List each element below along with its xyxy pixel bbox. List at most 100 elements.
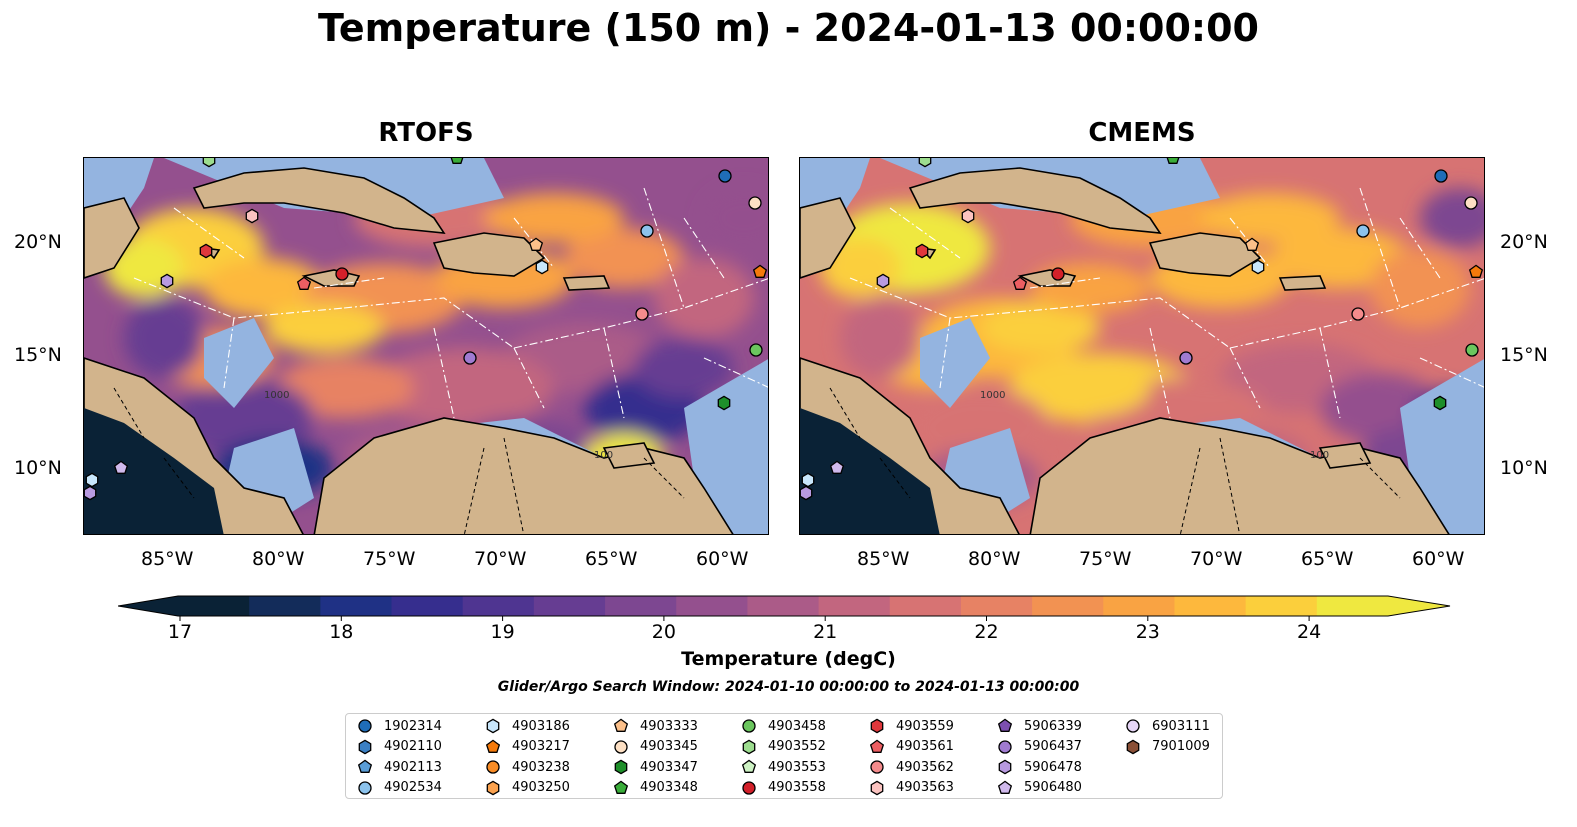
colorbar-tick-label: 17: [168, 621, 192, 643]
colorbar-bin: [391, 596, 464, 616]
legend-marker-4902534: [358, 780, 372, 795]
legend-marker-4903345: [614, 739, 628, 754]
legend-marker-6903111: [1126, 719, 1140, 733]
colorbar-bin: [249, 596, 321, 616]
colorbar-tick-label: 18: [329, 621, 353, 643]
legend-label: 4903559: [896, 718, 954, 734]
float-marker-4903186: [535, 259, 549, 275]
legend-item-4903559: 4903559: [868, 716, 954, 736]
legend-marker-4903562: [870, 760, 884, 774]
legend-label: 5906339: [1024, 718, 1082, 734]
colorbar-bin: [889, 596, 962, 616]
float-marker-4903562: [635, 307, 649, 321]
float-marker-5906480: [113, 460, 129, 474]
colorbar-tick-label: 23: [1136, 621, 1160, 643]
legend-item-5906480: 5906480: [996, 778, 1082, 798]
legend-item-5906478: 5906478: [996, 757, 1082, 777]
legend-marker-4903186: [486, 718, 500, 734]
legend-label: 4902534: [384, 780, 442, 795]
country-borders: [829, 387, 1401, 534]
legend-label: 4903217: [512, 739, 570, 754]
legend-item-4903345: 4903345: [612, 737, 698, 757]
legend-marker-4902110: [358, 739, 372, 754]
legend-label: 5906437: [1024, 739, 1082, 754]
search-window-caption: Glider/Argo Search Window: 2024-01-10 00…: [497, 679, 1080, 695]
float-marker-4903458: [749, 343, 763, 357]
float-marker-4903563: [961, 208, 975, 224]
legend-item-6903111: 6903111: [1124, 716, 1210, 736]
legend-item-4903458: 4903458: [740, 716, 826, 736]
legend-label: 4903552: [768, 739, 826, 754]
legend-item-4903561: 4903561: [868, 737, 954, 757]
legend-label: 4903250: [512, 780, 570, 795]
lat-label-10n: 10°N: [14, 457, 62, 479]
legend-item-4903562: 4903562: [868, 757, 954, 777]
lat-label-20n: 20°N: [14, 231, 62, 253]
float-marker-5906478: [84, 485, 97, 501]
legend-marker-4902113: [357, 759, 373, 773]
legend-label: 4902110: [384, 739, 442, 754]
contour-label-1000: 1000: [264, 390, 289, 401]
float-marker-4903562: [1351, 307, 1365, 321]
map-canvas: 1000 100: [800, 158, 1484, 534]
lat-label-15n-right: 15°N: [1500, 344, 1548, 366]
colorbar-bin: [1032, 596, 1104, 616]
legend-marker-5906478: [998, 759, 1012, 775]
lon-label-70w-2: 70°W: [1190, 548, 1243, 570]
legend-item-4903333: 4903333: [612, 716, 698, 736]
float-marker-4903333: [1244, 237, 1260, 251]
legend-marker-4903559: [870, 718, 884, 734]
lon-label-75w-2: 75°W: [1079, 548, 1132, 570]
lon-label-60w-2: 60°W: [1412, 548, 1465, 570]
colorbar-bin: [960, 596, 1033, 616]
colorbar-tick-label: 21: [813, 621, 837, 643]
float-marker-1902314: [718, 169, 732, 183]
colorbar-tick-label: 20: [652, 621, 676, 643]
colorbar-bin: [1316, 596, 1389, 616]
legend-item-4903558: 4903558: [740, 778, 826, 798]
colorbar-bin: [462, 596, 535, 616]
colorbar-tick-label: 24: [1297, 621, 1321, 643]
float-marker-4903347: [1433, 395, 1447, 411]
legend-item-4903217: 4903217: [484, 737, 570, 757]
legend-marker-4903217: [485, 739, 501, 753]
float-marker-4903552: [918, 158, 932, 168]
float-marker-4903345: [748, 196, 762, 210]
float-marker-1902314: [1434, 169, 1448, 183]
lat-label-15n: 15°N: [14, 344, 62, 366]
legend-item-4903552: 4903552: [740, 737, 826, 757]
legend-marker-4903458: [742, 719, 756, 733]
lat-label-20n-right: 20°N: [1500, 231, 1548, 253]
legend-item-4903238: 4903238: [484, 757, 570, 777]
legend-marker-4903558: [742, 780, 756, 795]
float-marker-4903217: [1468, 264, 1484, 278]
float-marker-4903552: [202, 158, 216, 168]
legend-label: 4903238: [512, 759, 570, 775]
colorbar-bin: [320, 596, 393, 616]
colorbar-bin: [747, 596, 820, 616]
legend-label: 4903186: [512, 718, 570, 734]
float-marker-4903217: [752, 264, 768, 278]
contour-label-1000: 1000: [980, 390, 1005, 401]
colorbar-bin: [605, 596, 677, 616]
lon-label-80w: 80°W: [252, 548, 305, 570]
panel-title-rtofs: RTOFS: [378, 118, 474, 148]
float-marker-5906437: [1179, 351, 1193, 365]
map-panel-cmems: 1000 100: [799, 157, 1485, 535]
colorbar: 17 18 19 20 21 22 23 24: [117, 594, 1453, 658]
figure-title: Temperature (150 m) - 2024-01-13 00:00:0…: [317, 6, 1259, 50]
pacific-basin: [800, 408, 940, 534]
legend-label: 4903563: [896, 780, 954, 795]
float-marker-5906478: [160, 273, 174, 289]
float-marker-4903558: [1051, 267, 1065, 281]
float-marker-4903186: [85, 472, 99, 488]
lon-label-65w-2: 65°W: [1301, 548, 1354, 570]
legend-marker-1902314: [358, 719, 372, 733]
float-marker-4903333: [528, 237, 544, 251]
float-marker-4903348: [450, 158, 464, 164]
float-marker-4903559: [199, 243, 213, 259]
legend-label: 6903111: [1152, 718, 1210, 734]
float-marker-4902534: [1356, 224, 1370, 238]
legend-label: 1902314: [384, 718, 442, 734]
legend-label: 5906478: [1024, 759, 1082, 775]
